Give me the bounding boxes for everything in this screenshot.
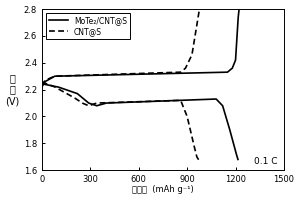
Text: 0.1 C: 0.1 C	[254, 157, 278, 166]
Y-axis label: 电
压
(V): 电 压 (V)	[6, 73, 20, 106]
Legend: MoTe₂/CNT@S, CNT@S: MoTe₂/CNT@S, CNT@S	[46, 13, 130, 39]
X-axis label: 比容量  (mAh g⁻¹): 比容量 (mAh g⁻¹)	[132, 185, 194, 194]
